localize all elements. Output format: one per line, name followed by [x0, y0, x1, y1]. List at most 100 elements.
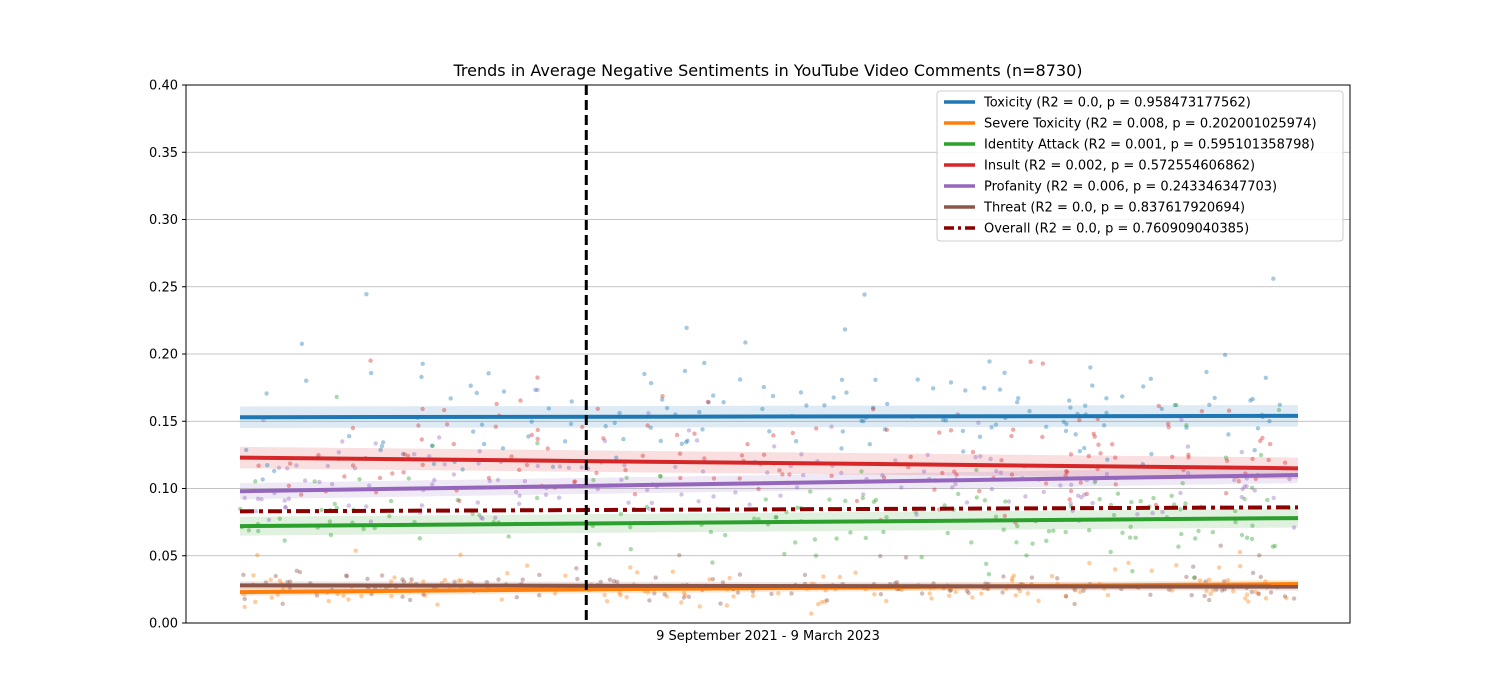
data-point [929, 596, 934, 601]
data-point [602, 438, 608, 444]
data-point [772, 444, 777, 449]
data-point [799, 452, 804, 457]
data-point [1169, 493, 1174, 498]
data-point [1192, 575, 1197, 580]
data-point [710, 577, 716, 582]
data-point [407, 597, 413, 603]
data-point [769, 591, 774, 596]
data-point [1214, 587, 1219, 592]
data-point [1111, 512, 1117, 518]
data-point [1063, 428, 1069, 434]
data-point [1291, 596, 1297, 601]
data-point [842, 327, 848, 332]
data-point [682, 368, 688, 374]
data-point [470, 511, 475, 516]
y-tick-label: 0.15 [149, 415, 178, 430]
data-point [692, 431, 697, 436]
data-point [884, 515, 889, 520]
data-point [316, 453, 321, 458]
data-point [286, 483, 292, 488]
data-point [1023, 494, 1028, 499]
data-point [1282, 594, 1288, 599]
data-point [966, 590, 971, 596]
data-point [686, 428, 692, 433]
data-point [881, 529, 886, 535]
y-tick-label: 0.00 [149, 617, 178, 632]
data-point [1176, 544, 1181, 549]
data-point [518, 398, 523, 403]
data-point [750, 589, 756, 594]
data-point [1223, 455, 1229, 460]
data-point [681, 595, 687, 600]
data-point [777, 468, 782, 473]
data-point [451, 472, 457, 477]
data-point [1184, 425, 1189, 430]
data-point [999, 458, 1004, 463]
data-point [839, 446, 844, 451]
data-point [1225, 578, 1231, 583]
data-point [1224, 491, 1229, 496]
data-point [604, 599, 610, 604]
data-point [964, 588, 970, 594]
data-point [1166, 424, 1171, 430]
data-point [1160, 509, 1165, 515]
data-point [765, 470, 770, 475]
data-point [458, 552, 463, 557]
data-point [859, 469, 864, 474]
data-point [297, 569, 303, 575]
data-point [357, 477, 362, 482]
data-point [1258, 452, 1264, 458]
data-point [474, 390, 479, 396]
data-point [287, 461, 293, 466]
data-point [696, 499, 701, 504]
data-point [1014, 540, 1019, 545]
data-point [919, 591, 925, 596]
data-point [1058, 483, 1063, 488]
data-point [327, 519, 333, 524]
data-point [1174, 563, 1179, 568]
data-point [535, 436, 540, 442]
data-point [814, 426, 819, 431]
data-point [442, 577, 448, 583]
data-point [1287, 477, 1292, 482]
data-point [662, 592, 667, 597]
data-point [517, 467, 522, 473]
data-point [350, 463, 356, 468]
data-point [529, 419, 534, 424]
data-point [268, 577, 273, 582]
data-point [304, 378, 309, 383]
data-point [1068, 452, 1074, 457]
data-point [591, 477, 596, 483]
data-point [674, 432, 680, 438]
data-point [619, 477, 624, 482]
data-point [1150, 510, 1155, 516]
data-point [640, 453, 645, 458]
data-point [1092, 480, 1098, 485]
data-point [658, 438, 663, 444]
data-point [1068, 488, 1074, 494]
data-point [552, 591, 558, 596]
data-point [1084, 491, 1090, 497]
data-point [998, 470, 1003, 475]
data-point [401, 579, 407, 584]
data-point [1268, 590, 1274, 595]
data-point [392, 575, 397, 580]
data-point [277, 578, 283, 583]
data-point [1271, 276, 1276, 281]
data-point [431, 461, 437, 467]
data-point [253, 599, 258, 604]
legend-label: Profanity (R2 = 0.006, p = 0.24334634770… [984, 180, 1277, 195]
data-point [628, 525, 633, 530]
data-point [974, 495, 979, 500]
data-point [1077, 417, 1082, 423]
data-point [645, 423, 650, 428]
data-point [1250, 396, 1255, 402]
data-point [793, 439, 799, 444]
data-point [259, 497, 264, 502]
data-point [444, 422, 450, 427]
data-point [1078, 480, 1084, 485]
data-point [993, 422, 999, 427]
data-point [524, 563, 530, 568]
data-point [1236, 479, 1242, 484]
data-point [961, 449, 966, 454]
